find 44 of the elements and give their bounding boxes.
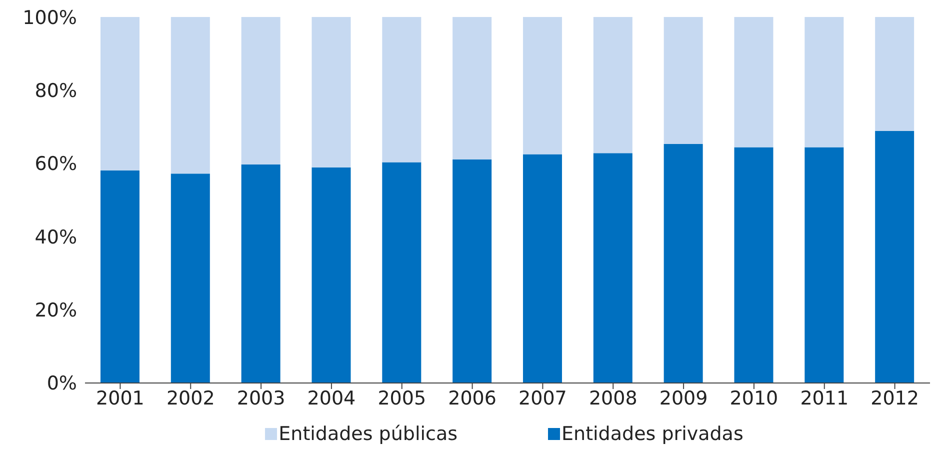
x-tick-label: 2008 (588, 387, 638, 410)
bar (804, 17, 844, 148)
x-tick-label: 2002 (166, 387, 215, 410)
bar (734, 147, 774, 383)
bar (312, 167, 351, 383)
bar (241, 17, 280, 164)
x-tick-label: 2012 (870, 387, 919, 410)
x-tick-label: 2006 (448, 387, 496, 410)
bar (734, 17, 774, 148)
x-tick-label: 2009 (659, 387, 708, 410)
bar (382, 17, 422, 162)
y-tick-label: 40% (34, 226, 77, 248)
bar (452, 159, 492, 383)
x-tick-label: 2005 (378, 387, 426, 410)
bar (522, 17, 562, 154)
y-tick-label: 60% (34, 153, 77, 176)
x-tick-label: 2001 (96, 387, 144, 410)
bar (593, 153, 632, 383)
x-tick-label: 2010 (730, 387, 778, 410)
y-tick-label: 0% (46, 372, 77, 395)
y-tick-label: 80% (34, 80, 77, 102)
y-tick-label: 20% (34, 300, 77, 322)
bar (875, 130, 914, 383)
x-tick-label: 2004 (307, 387, 356, 410)
y-tick-label: 100% (22, 6, 77, 29)
bar (100, 170, 140, 383)
bar (804, 147, 844, 383)
bar (382, 162, 422, 383)
bar (664, 144, 703, 383)
bar (241, 164, 280, 383)
bar (664, 17, 703, 144)
x-tick-label: 2007 (518, 387, 567, 410)
x-tick-label: 2011 (800, 387, 849, 410)
bar (100, 17, 140, 170)
bar (522, 154, 562, 383)
bar (170, 174, 210, 383)
bar (312, 17, 351, 168)
bar (452, 17, 492, 160)
bar (593, 17, 632, 154)
x-tick-label: 2003 (236, 387, 286, 410)
legend-label: Entidades privadas (562, 423, 744, 445)
bar (875, 17, 914, 131)
legend-label: Entidades públicas (278, 423, 458, 445)
bar (170, 17, 210, 174)
